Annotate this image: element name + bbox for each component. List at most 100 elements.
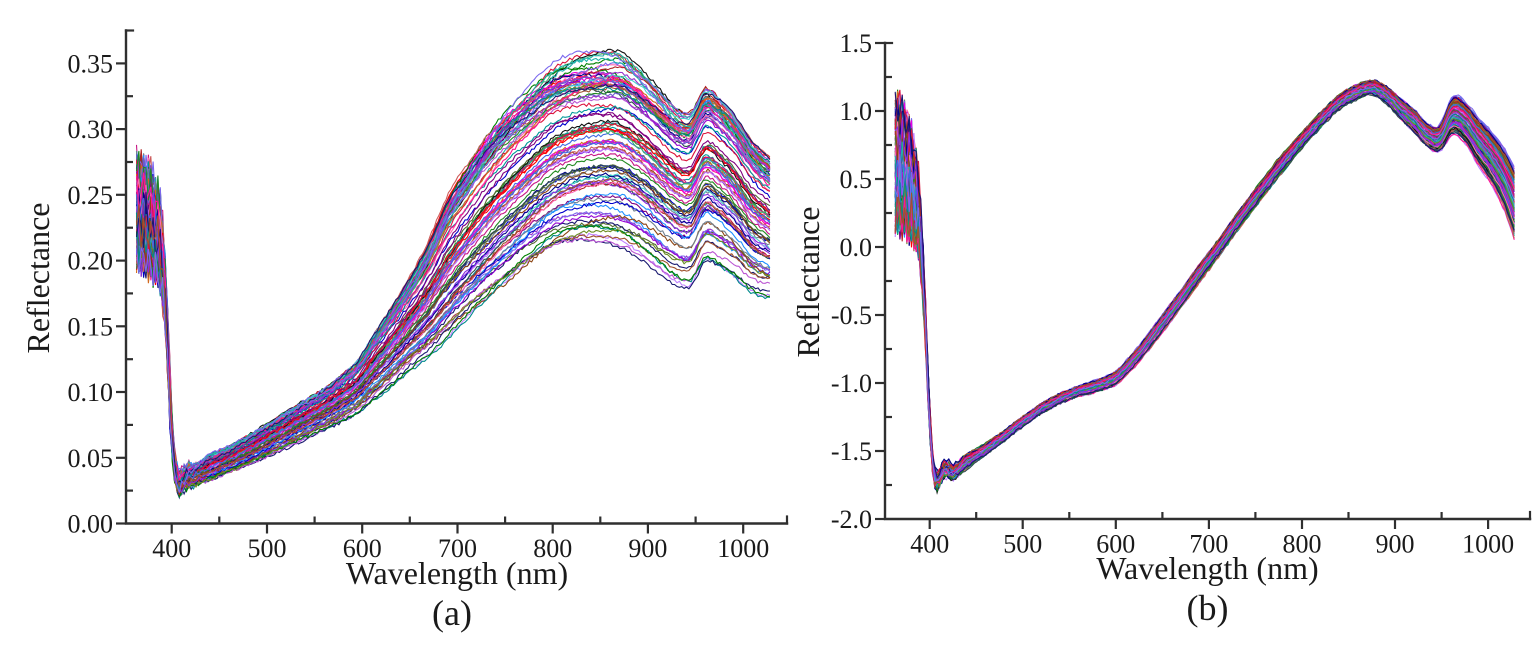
spectrum-curve: [895, 90, 1515, 485]
spectrum-curve: [894, 89, 1515, 482]
spectrum-curve: [135, 150, 771, 485]
spectrum-curve: [894, 81, 1515, 490]
spectrum-curve: [894, 88, 1515, 482]
spectrum-curve: [894, 82, 1515, 488]
spectrum-curve: [894, 81, 1515, 486]
panel-b-ticks: [875, 41, 1490, 529]
spectrum-curve: [135, 145, 771, 478]
spectrum-curve: [894, 92, 1515, 489]
y-tick-label: 1.0: [840, 97, 873, 126]
panel-b-y-axis-title: Reflectance: [790, 206, 826, 358]
spectrum-curve: [894, 86, 1515, 482]
spectrum-curve: [135, 141, 771, 488]
y-tick-label: 1.5: [840, 29, 873, 58]
spectrum-curve: [135, 83, 771, 484]
y-tick-label: 0.5: [840, 165, 873, 194]
spectrum-curve: [894, 84, 1515, 478]
spectrum-curve: [894, 86, 1515, 482]
spectrum-curve: [894, 93, 1515, 482]
y-tick-label: 0.20: [68, 247, 114, 276]
panel-b-tick-labels: 400 500 600 700 800 900 1000 1.5 1.0 0.5 0.0 -0.5 -1…: [831, 29, 1514, 559]
spectrum-curve: [894, 90, 1515, 491]
y-tick-label: -1.0: [831, 369, 872, 398]
x-tick-label: 700: [438, 534, 477, 563]
spectrum-curve: [894, 83, 1515, 487]
spectrum-curve: [894, 90, 1515, 480]
spectrum-curve: [894, 85, 1515, 485]
spectrum-curve: [894, 91, 1515, 485]
spectrum-curve: [894, 81, 1515, 491]
spectrum-curve: [894, 88, 1515, 480]
spectrum-curve: [894, 91, 1515, 480]
spectrum-curve: [894, 84, 1515, 484]
x-tick-label: 1000: [717, 534, 769, 563]
spectrum-curve: [894, 87, 1515, 484]
spectrum-curve: [894, 92, 1515, 490]
spectrum-curve: [895, 86, 1515, 482]
spectrum-curve: [894, 83, 1515, 483]
spectrum-curve: [894, 86, 1515, 488]
spectrum-curve: [894, 82, 1515, 484]
spectrum-curve: [135, 168, 771, 488]
spectrum-curve: [894, 90, 1515, 485]
panel-b-x-axis-title: Wavelength (nm): [1096, 550, 1319, 586]
spectrum-curve: [894, 87, 1515, 489]
spectrum-curve: [894, 84, 1515, 479]
spectrum-curve: [894, 83, 1515, 487]
spectrum-curve: [894, 87, 1515, 487]
spectrum-curve: [894, 84, 1515, 476]
spectrum-curve: [894, 89, 1515, 481]
spectrum-curve: [894, 82, 1515, 482]
spectrum-curve: [894, 81, 1515, 483]
spectrum-curve: [894, 87, 1515, 478]
y-tick-label: -1.5: [831, 437, 872, 466]
spectrum-curve: [135, 57, 771, 486]
spectrum-curve: [894, 91, 1515, 484]
spectrum-curve: [894, 89, 1515, 488]
spectrum-curve: [894, 92, 1515, 495]
y-tick-label: 0.00: [68, 510, 114, 539]
spectrum-curve: [894, 90, 1515, 486]
spectrum-curve: [135, 225, 771, 494]
spectrum-curve: [894, 84, 1515, 478]
spectrum-curve: [894, 89, 1515, 486]
spectrum-curve: [894, 88, 1515, 490]
spectrum-curve: [135, 177, 771, 487]
x-tick-label: 800: [1283, 530, 1322, 559]
y-tick-label: 0.30: [68, 115, 114, 144]
panel-a-x-axis-title: Wavelength (nm): [345, 555, 569, 591]
spectrum-curve: [894, 90, 1515, 479]
spectrum-curve: [135, 51, 771, 479]
spectrum-curve: [894, 84, 1515, 482]
spectrum-curve: [135, 66, 770, 491]
spectrum-curve: [894, 89, 1515, 491]
spectrum-curve: [894, 83, 1515, 488]
spectrum-curve: [894, 91, 1515, 488]
spectrum-curve: [894, 84, 1515, 488]
spectrum-curve: [894, 85, 1515, 488]
spectrum-curve: [135, 102, 771, 482]
spectrum-curve: [894, 90, 1515, 482]
spectrum-curve: [135, 169, 771, 488]
spectrum-curve: [894, 83, 1515, 483]
spectrum-curve: [894, 89, 1515, 493]
spectrum-curve: [894, 91, 1515, 482]
spectrum-curve: [894, 85, 1515, 487]
spectrum-curve: [135, 50, 771, 493]
spectrum-curve: [894, 89, 1515, 480]
spectrum-curve: [135, 177, 771, 488]
spectrum-curve: [894, 87, 1515, 491]
spectrum-curve: [894, 79, 1515, 487]
y-tick-label: -0.5: [831, 301, 872, 330]
spectrum-curve: [135, 122, 770, 488]
panel-a-curves: [135, 48, 771, 500]
spectrum-curve: [894, 82, 1515, 486]
spectrum-curve: [135, 224, 771, 499]
panel-a-ticks: [116, 62, 745, 534]
spectrum-curve: [894, 91, 1515, 484]
x-tick-label: 800: [533, 534, 572, 563]
spectrum-curve: [894, 88, 1515, 477]
spectrum-curve: [135, 87, 771, 479]
x-tick-label: 500: [1003, 530, 1042, 559]
